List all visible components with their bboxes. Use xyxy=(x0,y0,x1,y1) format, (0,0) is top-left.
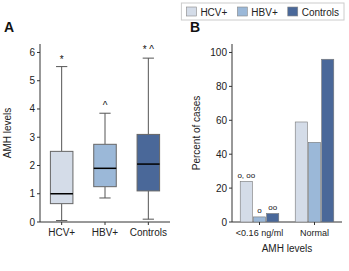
box xyxy=(94,144,117,186)
whisker-low xyxy=(105,187,106,198)
annotation: * xyxy=(60,54,64,65)
y-tick xyxy=(229,52,232,53)
x-tick xyxy=(105,222,106,225)
x-axis-label: AMH levels xyxy=(262,243,313,254)
panel-label: B xyxy=(190,19,200,35)
y-tick xyxy=(37,108,40,109)
x-tick xyxy=(148,222,149,225)
y-axis: 0 1 2 3 4 5 6 AMH levels xyxy=(2,44,40,228)
x-axis: HCV+ HBV+ Controls xyxy=(40,222,170,238)
bars xyxy=(240,59,334,222)
y-tick-label: 100 xyxy=(210,47,227,58)
y-tick-label: 80 xyxy=(216,81,228,92)
whisker-high xyxy=(148,58,149,134)
y-axis-label: AMH levels xyxy=(2,108,13,159)
y-tick xyxy=(37,137,40,138)
x-tick xyxy=(259,222,260,225)
legend: HCV+ HBV+ Controls xyxy=(181,3,344,20)
x-axis: <0.16 ng/ml Normal AMH levels xyxy=(232,222,342,254)
x-tick-label: <0.16 ng/ml xyxy=(236,228,283,238)
y-tick xyxy=(229,120,232,121)
y-tick xyxy=(37,52,40,53)
legend-frame xyxy=(181,3,344,20)
cap-low xyxy=(99,197,110,198)
annotation: o, oo xyxy=(237,171,255,180)
y-tick-label: 40 xyxy=(216,149,228,160)
y-tick xyxy=(37,222,40,223)
y-tick xyxy=(229,86,232,87)
y-tick-label: 6 xyxy=(29,47,35,58)
y-axis-line xyxy=(40,44,41,222)
legend-label: Controls xyxy=(302,7,339,18)
whisker-low xyxy=(148,191,149,219)
annotation: * ^ xyxy=(143,44,155,55)
y-axis-line xyxy=(232,44,233,222)
median xyxy=(94,168,117,170)
y-tick xyxy=(37,80,40,81)
cap-low xyxy=(56,220,67,221)
annotation: ^ xyxy=(103,100,108,111)
legend-swatch xyxy=(186,7,196,16)
bar xyxy=(308,142,320,222)
bar xyxy=(295,122,307,222)
whisker-low xyxy=(61,204,62,221)
x-tick xyxy=(61,222,62,225)
annotation: oo xyxy=(268,203,277,212)
bar xyxy=(267,214,279,222)
x-tick-label: Normal xyxy=(300,228,329,238)
figure: A 0 1 2 3 4 5 6 AMH levels HCV+ HBV+ Controls * ^ * ^ B… xyxy=(0,0,349,271)
legend-label: HCV+ xyxy=(200,7,227,18)
y-tick-label: 3 xyxy=(29,132,35,143)
y-tick-label: 0 xyxy=(29,217,35,228)
cap-high xyxy=(143,58,154,59)
y-tick xyxy=(229,222,232,223)
x-tick-label: HCV+ xyxy=(48,227,75,238)
legend-swatch xyxy=(288,7,298,16)
whisker-high xyxy=(61,67,62,152)
y-tick xyxy=(229,188,232,189)
boxes xyxy=(50,58,159,220)
y-tick-label: 5 xyxy=(29,75,35,86)
cap-high xyxy=(99,113,110,114)
median xyxy=(50,193,73,195)
y-axis: 0 20 40 60 80 100 Percent of cases xyxy=(191,44,232,228)
y-axis-label: Percent of cases xyxy=(191,96,202,170)
y-tick-label: 20 xyxy=(216,183,228,194)
y-tick xyxy=(37,165,40,166)
y-tick-label: 4 xyxy=(29,103,35,114)
whisker-high xyxy=(105,113,106,144)
bar xyxy=(253,217,265,222)
y-tick-label: 1 xyxy=(29,188,35,199)
legend-swatch xyxy=(237,7,247,16)
y-tick-label: 60 xyxy=(216,115,228,126)
x-tick-label: HBV+ xyxy=(92,227,119,238)
y-tick xyxy=(229,154,232,155)
box xyxy=(137,134,160,191)
y-tick-label: 0 xyxy=(221,217,227,228)
cap-high xyxy=(56,66,67,67)
median xyxy=(137,163,160,165)
box xyxy=(50,151,73,203)
bar xyxy=(322,59,334,222)
bar xyxy=(240,181,252,222)
legend-label: HBV+ xyxy=(251,7,278,18)
y-tick-label: 2 xyxy=(29,160,35,171)
panel-label: A xyxy=(4,19,14,35)
x-tick xyxy=(314,222,315,225)
x-tick-label: Controls xyxy=(130,227,167,238)
cap-low xyxy=(143,219,154,220)
annotation: o xyxy=(257,206,262,215)
y-tick xyxy=(37,193,40,194)
